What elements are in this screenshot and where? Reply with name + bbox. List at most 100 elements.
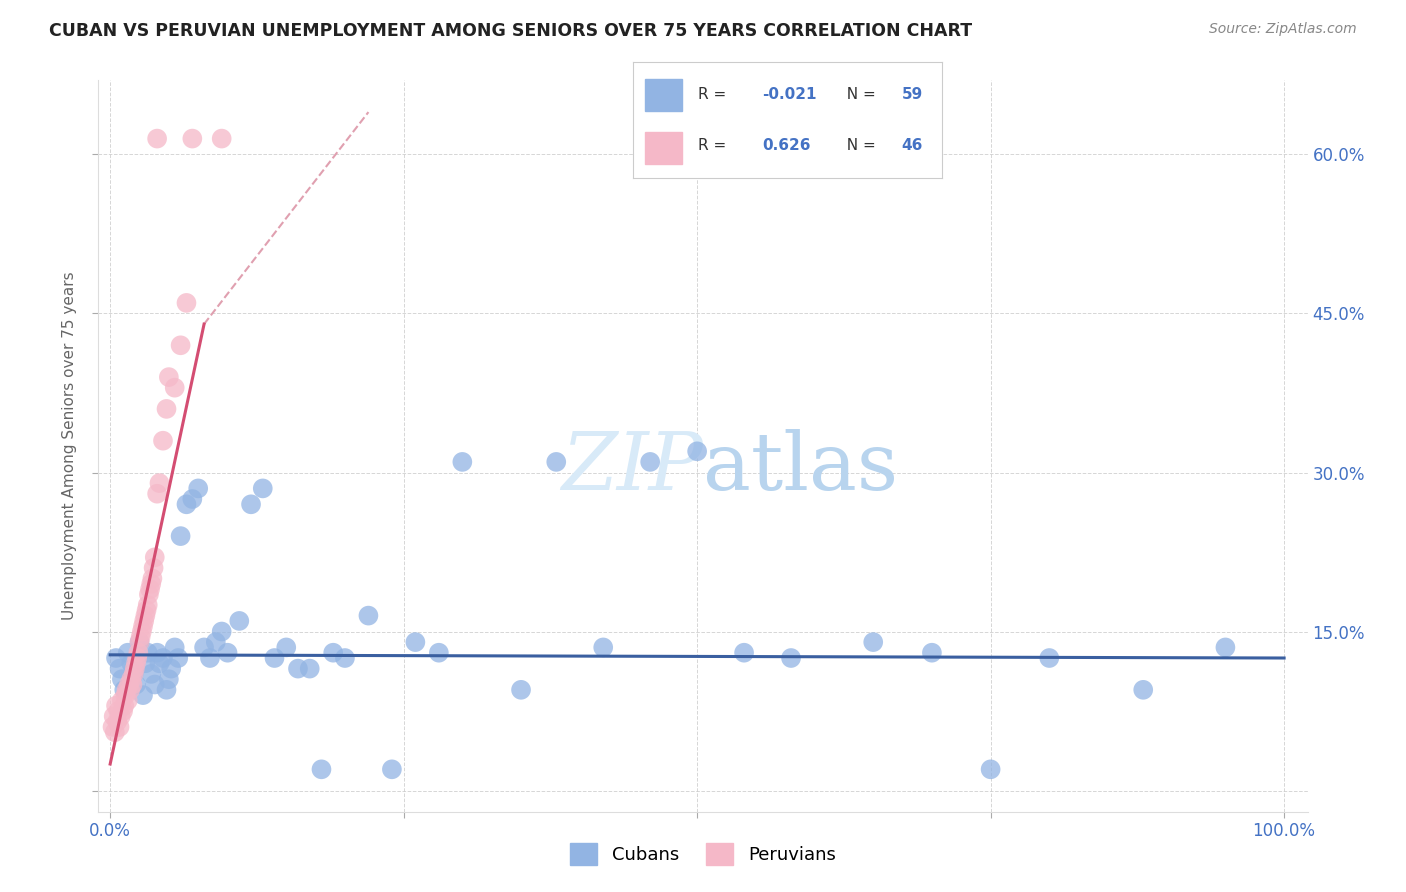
Y-axis label: Unemployment Among Seniors over 75 years: Unemployment Among Seniors over 75 years [62,272,77,620]
Point [228,614,250,628]
Point [136,646,159,660]
Point [127,651,149,665]
Point [152,651,174,665]
Point [110,709,132,723]
Point [120,682,142,697]
Point [1038,651,1060,665]
Point [135,603,157,617]
Point [105,698,128,713]
Text: -0.021: -0.021 [762,87,817,103]
Point [240,497,263,511]
Point [143,677,166,691]
Point [176,296,198,310]
Point [124,662,146,676]
Point [111,672,134,686]
Point [181,491,204,506]
Point [148,476,170,491]
Point [451,455,474,469]
Text: atlas: atlas [703,429,898,507]
Point [131,624,153,639]
Point [139,582,162,596]
Text: N =: N = [837,87,880,103]
Point [134,614,156,628]
Point [733,646,755,660]
Point [105,714,128,729]
Point [322,646,344,660]
Point [146,131,169,145]
Point [163,640,186,655]
Bar [645,78,682,112]
Point [921,646,943,660]
Point [638,455,661,469]
Point [217,646,239,660]
Point [117,693,139,707]
Point [780,651,803,665]
Point [118,677,141,691]
Point [404,635,426,649]
Point [1132,682,1154,697]
Point [132,619,155,633]
Point [115,682,138,697]
Text: Source: ZipAtlas.com: Source: ZipAtlas.com [1209,22,1357,37]
Point [333,651,356,665]
Point [103,709,125,723]
Point [128,635,150,649]
Text: 59: 59 [901,87,924,103]
Legend: Cubans, Peruvians: Cubans, Peruvians [564,836,842,872]
Point [120,657,142,671]
Point [143,550,166,565]
Point [211,624,233,639]
Point [136,598,159,612]
Point [311,762,333,776]
Point [176,497,198,511]
Bar [645,132,682,164]
Point [104,725,127,739]
Point [357,608,380,623]
Point [163,381,186,395]
Point [120,672,142,686]
Point [112,698,135,713]
Point [287,662,309,676]
Point [128,635,150,649]
Point [204,635,226,649]
Point [117,646,139,660]
Point [112,682,135,697]
Point [510,682,533,697]
Point [252,482,274,496]
Point [146,486,169,500]
Point [112,704,135,718]
Point [125,657,148,671]
Point [141,572,163,586]
Point [127,646,149,660]
Point [592,640,614,655]
Point [862,635,884,649]
Point [111,693,134,707]
Text: ZIP: ZIP [561,429,703,507]
Point [381,762,404,776]
Text: 0.626: 0.626 [762,138,811,153]
Point [211,131,233,145]
Point [169,338,191,352]
Point [141,576,163,591]
Point [157,672,180,686]
Point [546,455,568,469]
Text: 46: 46 [901,138,924,153]
Point [108,720,131,734]
Point [263,651,285,665]
Point [107,704,129,718]
Text: CUBAN VS PERUVIAN UNEMPLOYMENT AMONG SENIORS OVER 75 YEARS CORRELATION CHART: CUBAN VS PERUVIAN UNEMPLOYMENT AMONG SEN… [49,22,973,40]
Point [152,434,174,448]
Point [101,720,124,734]
Point [125,677,148,691]
Point [160,662,183,676]
Point [187,482,209,496]
Point [132,688,155,702]
Point [121,677,143,691]
Point [142,561,165,575]
Point [1215,640,1237,655]
Point [122,667,145,681]
Point [167,651,190,665]
Point [146,646,169,660]
Text: R =: R = [697,87,731,103]
Point [134,608,156,623]
